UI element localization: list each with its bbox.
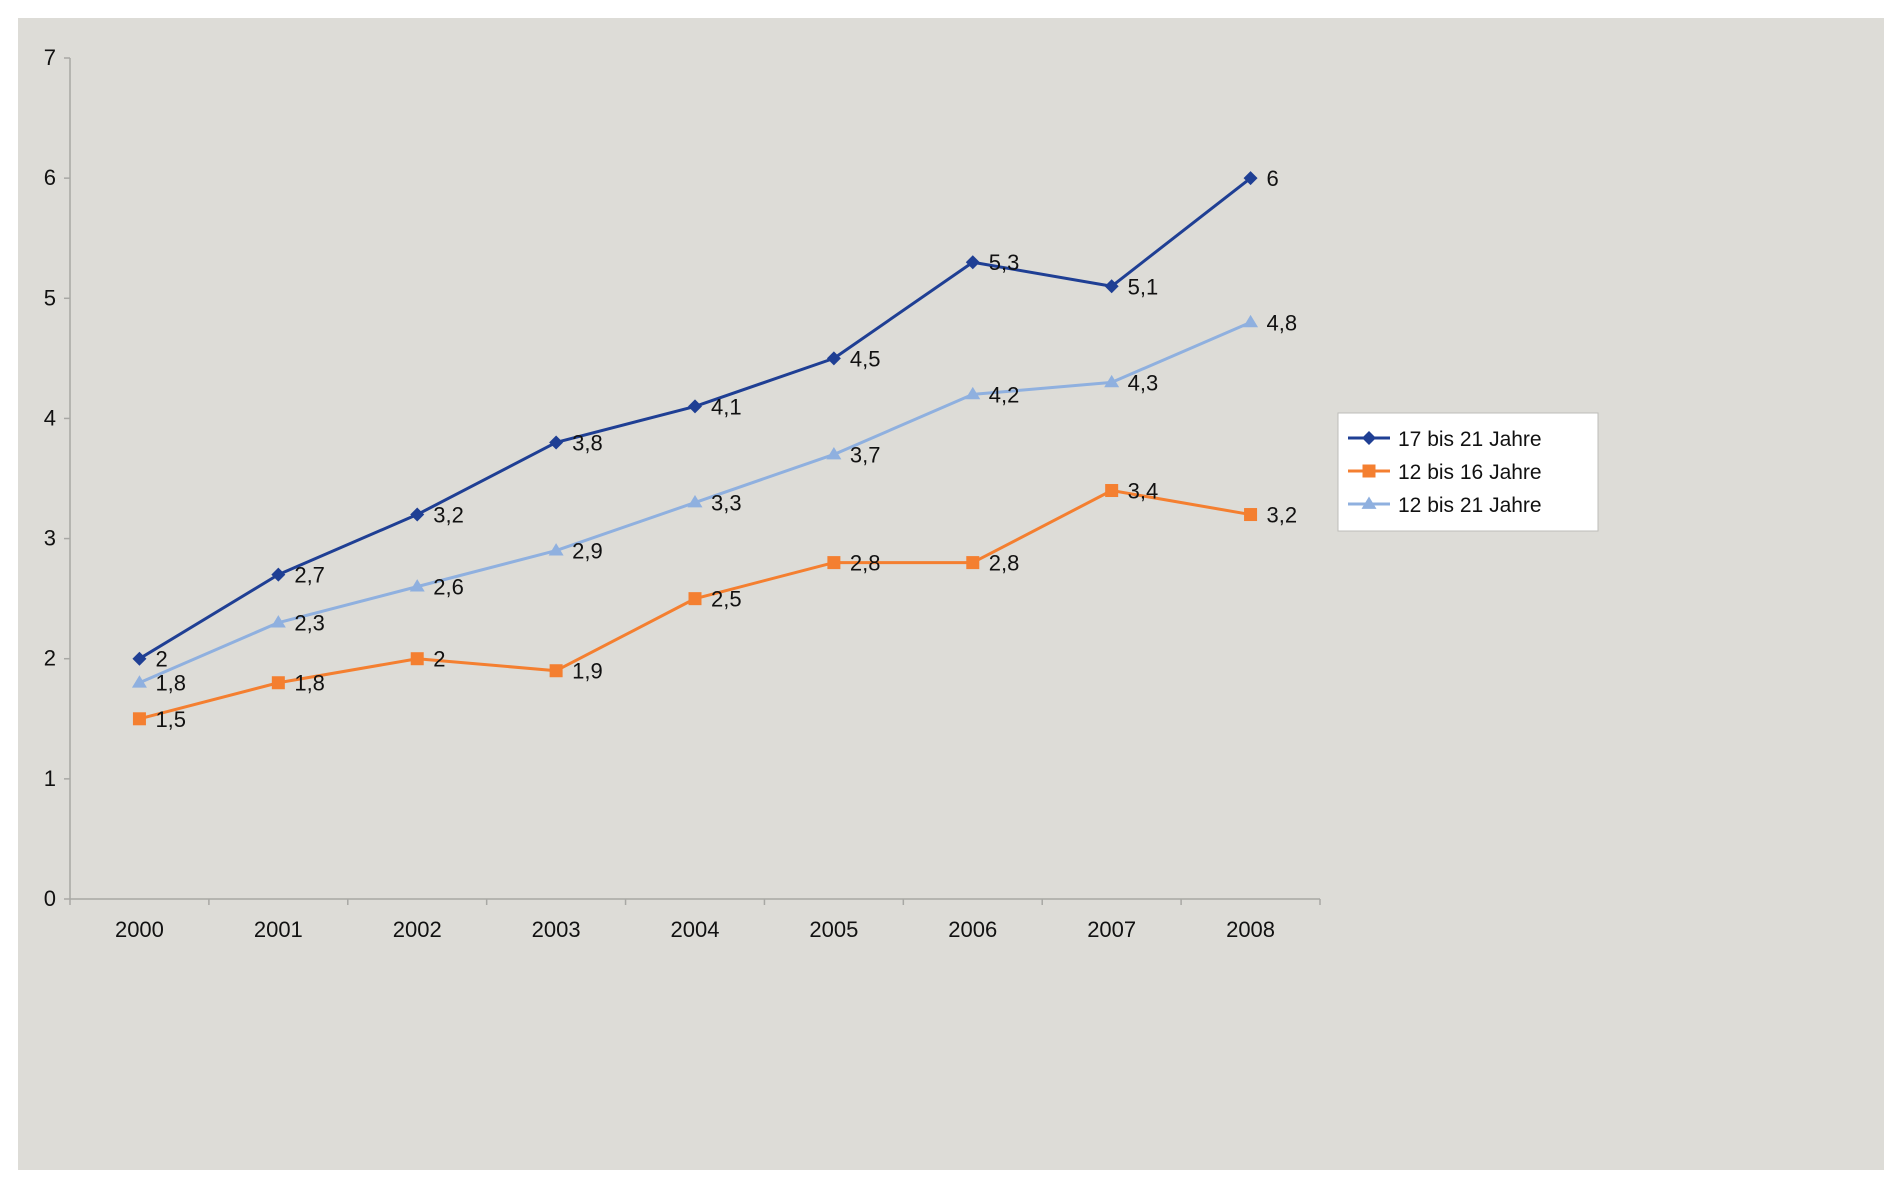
- data-label-12-bis-21-jahre: 2,6: [433, 575, 464, 600]
- data-point-12-bis-16-jahre: [410, 652, 424, 666]
- series-17-bis-21-jahre: [132, 171, 1258, 666]
- y-tick-label: 6: [44, 165, 56, 190]
- data-label-12-bis-21-jahre: 1,8: [155, 671, 186, 696]
- legend-item-17-bis-21-jahre: 17 bis 21 Jahre: [1348, 428, 1542, 451]
- y-tick-label: 1: [44, 766, 56, 791]
- data-point-12-bis-16-jahre: [1244, 508, 1258, 522]
- data-point-12-bis-16-jahre: [271, 676, 285, 690]
- data-label-12-bis-21-jahre: 3,3: [711, 491, 742, 516]
- y-tick-label: 7: [44, 45, 56, 70]
- data-label-12-bis-16-jahre: 3,2: [1267, 503, 1298, 528]
- data-point-12-bis-16-jahre: [1105, 484, 1119, 498]
- data-label-12-bis-16-jahre: 2,8: [989, 551, 1020, 576]
- data-point-17-bis-21-jahre: [410, 507, 425, 522]
- x-tick-label: 2002: [393, 917, 442, 942]
- legend-marker: [1361, 496, 1377, 509]
- data-label-12-bis-16-jahre: 2,8: [850, 551, 881, 576]
- data-label-12-bis-16-jahre: 1,8: [294, 671, 325, 696]
- x-tick-label: 2001: [254, 917, 303, 942]
- line-chart: 0 1 2 3 4 5 6 7 2000 2001 2002 2003 2004 2005 2006 2007…: [44, 45, 1599, 942]
- data-label-12-bis-16-jahre: 2,5: [711, 587, 742, 612]
- y-tick-label: 5: [44, 285, 56, 310]
- data-point-12-bis-16-jahre: [966, 556, 980, 570]
- data-label-17-bis-21-jahre: 4,1: [711, 394, 742, 419]
- data-point-17-bis-21-jahre: [549, 435, 564, 450]
- x-tick-label: 2000: [115, 917, 164, 942]
- legend-marker: [1362, 464, 1376, 478]
- data-point-17-bis-21-jahre: [271, 567, 286, 582]
- data-point-12-bis-16-jahre: [132, 712, 146, 726]
- data-point-17-bis-21-jahre: [965, 255, 980, 270]
- data-point-12-bis-16-jahre: [827, 556, 841, 570]
- data-point-17-bis-21-jahre: [1243, 171, 1258, 186]
- data-label-12-bis-16-jahre: 1,9: [572, 659, 603, 684]
- legend-marker: [1362, 431, 1376, 445]
- series-group: [131, 171, 1259, 726]
- y-tick-label: 2: [44, 646, 56, 671]
- data-label-12-bis-21-jahre: 4,3: [1128, 370, 1159, 395]
- legend: 17 bis 21 Jahre 12 bis 16 Jahre 12 bis 21 …: [1337, 412, 1599, 532]
- legend-label: 12 bis 16 Jahre: [1398, 461, 1542, 484]
- data-point-12-bis-21-jahre: [131, 675, 147, 688]
- data-point-12-bis-21-jahre: [1243, 314, 1259, 328]
- x-tick-label: 2007: [1087, 917, 1136, 942]
- x-tick-label: 2006: [948, 917, 997, 942]
- data-point-17-bis-21-jahre: [826, 351, 841, 366]
- data-point-12-bis-21-jahre: [1104, 374, 1120, 388]
- data-label-12-bis-21-jahre: 2,9: [572, 539, 603, 564]
- data-labels: 22,73,23,84,14,55,35,161,51,82 1,92,52,8 2…: [155, 166, 1297, 732]
- legend-item-12-bis-16-jahre: 12 bis 16 Jahre: [1348, 461, 1542, 484]
- data-label-12-bis-21-jahre: 4,2: [989, 382, 1020, 407]
- data-label-17-bis-21-jahre: 2: [155, 647, 167, 672]
- data-label-17-bis-21-jahre: 3,2: [433, 503, 464, 528]
- x-tick-label: 2005: [809, 917, 858, 942]
- data-point-12-bis-21-jahre: [409, 579, 425, 592]
- data-label-17-bis-21-jahre: 2,7: [294, 563, 325, 588]
- data-point-17-bis-21-jahre: [132, 651, 147, 666]
- data-label-12-bis-21-jahre: 4,8: [1267, 310, 1298, 335]
- data-label-12-bis-16-jahre: 2: [433, 647, 445, 672]
- data-label-17-bis-21-jahre: 5,3: [989, 250, 1020, 275]
- legend-item-12-bis-21-jahre: 12 bis 21 Jahre: [1348, 494, 1542, 517]
- data-point-12-bis-21-jahre: [826, 446, 842, 460]
- data-label-17-bis-21-jahre: 4,5: [850, 346, 881, 371]
- data-point-17-bis-21-jahre: [688, 399, 702, 414]
- series-12-bis-16-jahre: [132, 484, 1258, 726]
- x-tick-label: 2008: [1226, 917, 1275, 942]
- series-12-bis-21-jahre: [131, 314, 1259, 688]
- chart-area: 0 1 2 3 4 5 6 7 2000 2001 2002 2003 2004 2005 2006 2007…: [18, 18, 1884, 1170]
- data-point-12-bis-16-jahre: [549, 664, 563, 678]
- y-tick-label: 4: [44, 405, 56, 430]
- data-point-12-bis-21-jahre: [687, 495, 703, 508]
- legend-label: 12 bis 21 Jahre: [1398, 494, 1542, 517]
- y-tick-label: 3: [44, 526, 56, 551]
- y-tick-label: 0: [44, 886, 56, 911]
- data-point-12-bis-21-jahre: [548, 543, 564, 556]
- x-tick-label: 2003: [532, 917, 581, 942]
- x-tick-label: 2004: [671, 917, 720, 942]
- data-point-12-bis-21-jahre: [965, 386, 981, 400]
- data-label-12-bis-16-jahre: 3,4: [1128, 479, 1159, 504]
- data-label-17-bis-21-jahre: 3,8: [572, 430, 603, 455]
- legend-label: 17 bis 21 Jahre: [1398, 428, 1542, 451]
- data-point-12-bis-16-jahre: [688, 592, 702, 606]
- data-label-12-bis-21-jahre: 3,7: [850, 442, 881, 467]
- data-label-17-bis-21-jahre: 5,1: [1128, 274, 1159, 299]
- data-label-12-bis-16-jahre: 1,5: [155, 707, 186, 732]
- axes: 0 1 2 3 4 5 6 7 2000 2001 2002 2003 2004 2005 2006 2007…: [44, 45, 1321, 942]
- data-point-12-bis-21-jahre: [270, 615, 286, 628]
- data-label-12-bis-21-jahre: 2,3: [294, 611, 325, 636]
- data-point-17-bis-21-jahre: [1104, 279, 1119, 294]
- data-label-17-bis-21-jahre: 6: [1267, 166, 1279, 191]
